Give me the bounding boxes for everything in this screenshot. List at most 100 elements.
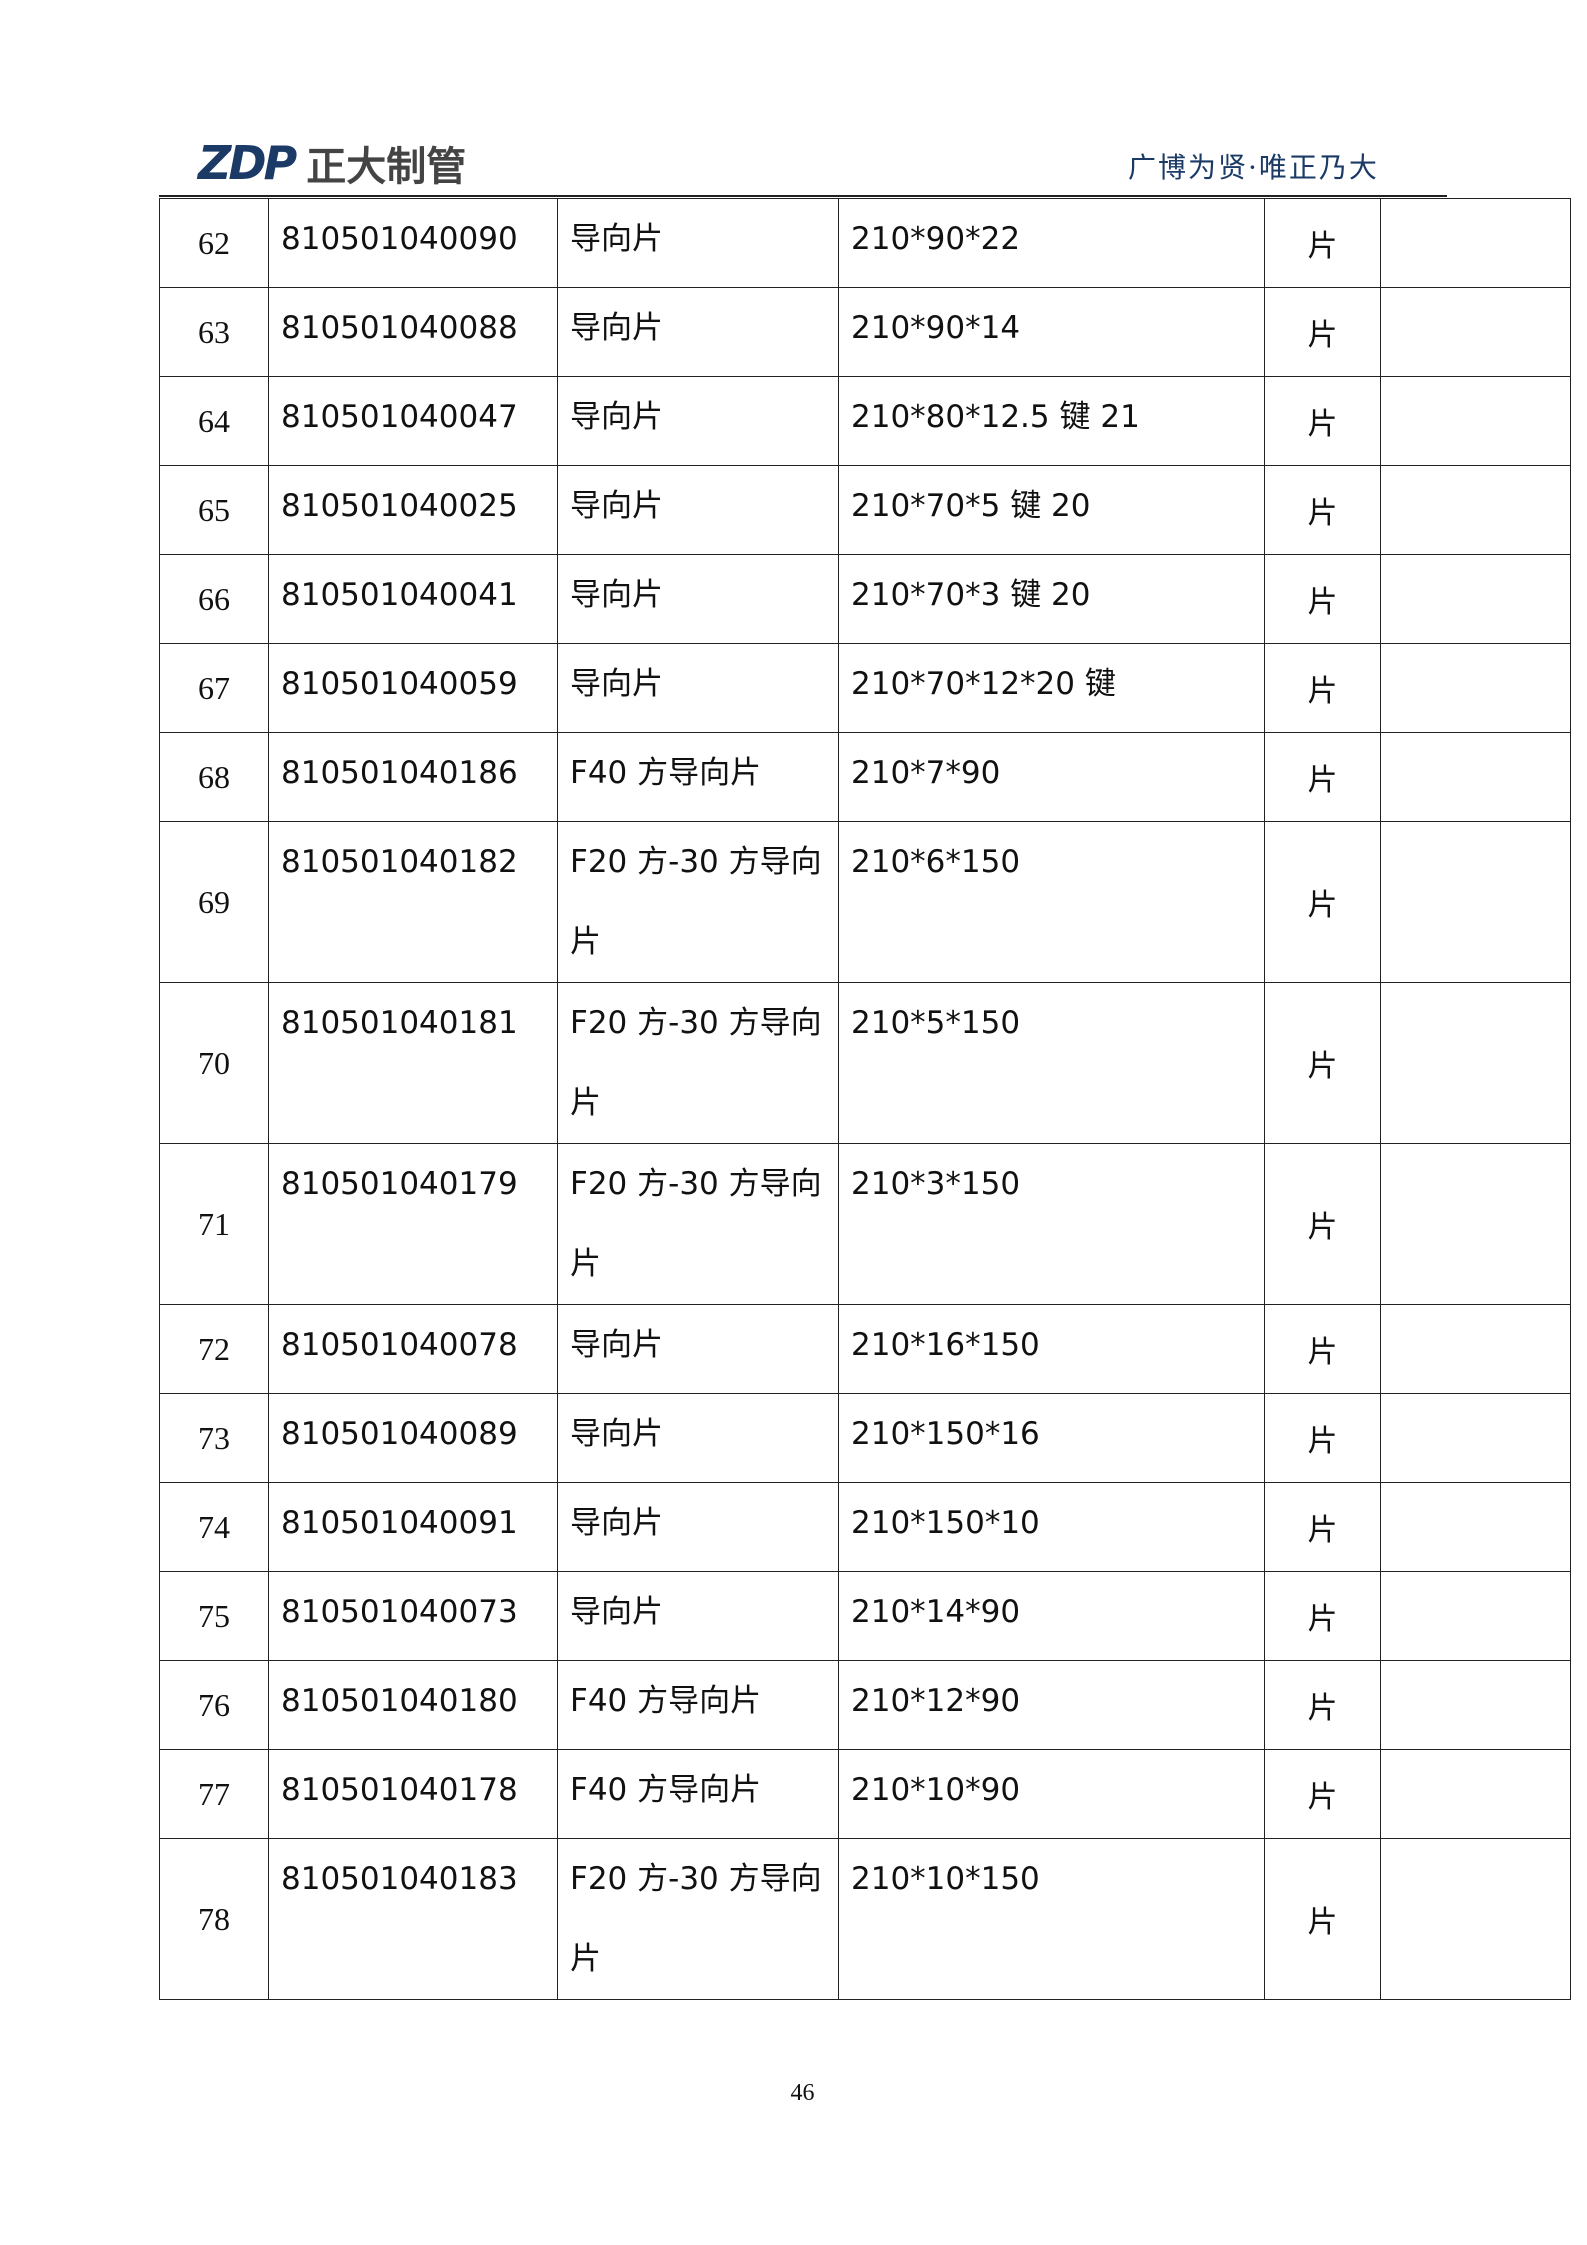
- table-row: 71 810501040179 F20 方-30 方导向片 210*3*150 片: [159, 1143, 1571, 1305]
- table-row: 75 810501040073 导向片 210*14*90 片: [159, 1571, 1571, 1661]
- part-spec-cell: 210*150*16: [838, 1393, 1265, 1483]
- note-cell: [1380, 732, 1571, 822]
- unit-cell: 片: [1264, 1660, 1381, 1750]
- row-number: 66: [198, 580, 230, 617]
- part-spec-cell: 210*70*12*20 键: [838, 643, 1265, 733]
- unit: 片: [1307, 1905, 1338, 1940]
- unit-cell: 片: [1264, 821, 1381, 983]
- unit: 片: [1307, 1424, 1338, 1459]
- part-name-cell: 导向片: [557, 1304, 839, 1394]
- row-number: 62: [198, 224, 230, 261]
- part-spec: 210*150*16: [851, 1416, 1040, 1452]
- note-cell: [1380, 1749, 1571, 1839]
- note-cell: [1380, 1143, 1571, 1305]
- part-name-cell: 导向片: [557, 1393, 839, 1483]
- row-number-cell: 68: [159, 732, 269, 822]
- unit-cell: 片: [1264, 982, 1381, 1144]
- row-number-cell: 77: [159, 1749, 269, 1839]
- unit-cell: 片: [1264, 376, 1381, 466]
- company-logo: ZDP 正大制管: [198, 134, 466, 192]
- unit: 片: [1307, 318, 1338, 353]
- table-row: 77 810501040178 F40 方导向片 210*10*90 片: [159, 1749, 1571, 1839]
- unit-cell: 片: [1264, 1143, 1381, 1305]
- unit-cell: 片: [1264, 643, 1381, 733]
- part-spec-cell: 210*10*150: [838, 1838, 1265, 2000]
- table-row: 62 810501040090 导向片 210*90*22 片: [159, 198, 1571, 288]
- parts-table: 62 810501040090 导向片 210*90*22 片 63 81050104008…: [159, 198, 1571, 2000]
- table-row: 69 810501040182 F20 方-30 方导向片 210*6*150 片: [159, 821, 1571, 983]
- part-code: 810501040059: [281, 666, 518, 702]
- unit: 片: [1307, 496, 1338, 531]
- note-cell: [1380, 376, 1571, 466]
- part-name-cell: 导向片: [557, 1482, 839, 1572]
- row-number: 65: [198, 491, 230, 528]
- part-code: 810501040041: [281, 577, 518, 613]
- table-row: 65 810501040025 导向片 210*70*5 键 20 片: [159, 465, 1571, 555]
- row-number: 73: [198, 1419, 230, 1456]
- row-number: 69: [198, 883, 230, 920]
- table-row: 68 810501040186 F40 方导向片 210*7*90 片: [159, 732, 1571, 822]
- part-spec-cell: 210*6*150: [838, 821, 1265, 983]
- note-cell: [1380, 1838, 1571, 2000]
- part-name: 导向片: [570, 1505, 663, 1541]
- part-code-cell: 810501040091: [268, 1482, 558, 1572]
- unit-cell: 片: [1264, 1482, 1381, 1572]
- part-spec: 210*5*150: [851, 1005, 1021, 1041]
- part-code-cell: 810501040047: [268, 376, 558, 466]
- part-code: 810501040088: [281, 310, 518, 346]
- part-code: 810501040186: [281, 755, 518, 791]
- part-code: 810501040181: [281, 1005, 518, 1041]
- part-spec: 210*80*12.5 键 21: [851, 399, 1140, 435]
- part-code: 810501040047: [281, 399, 518, 435]
- note-cell: [1380, 1393, 1571, 1483]
- part-spec: 210*150*10: [851, 1505, 1040, 1541]
- table-row: 63 810501040088 导向片 210*90*14 片: [159, 287, 1571, 377]
- note-cell: [1380, 1660, 1571, 1750]
- row-number: 70: [198, 1044, 230, 1081]
- unit: 片: [1307, 229, 1338, 264]
- table-row: 67 810501040059 导向片 210*70*12*20 键 片: [159, 643, 1571, 733]
- part-spec-cell: 210*90*22: [838, 198, 1265, 288]
- unit: 片: [1307, 1513, 1338, 1548]
- unit: 片: [1307, 407, 1338, 442]
- part-code: 810501040182: [281, 844, 518, 880]
- part-code-cell: 810501040186: [268, 732, 558, 822]
- part-name: 导向片: [570, 221, 663, 257]
- unit: 片: [1307, 674, 1338, 709]
- unit: 片: [1307, 1691, 1338, 1726]
- part-code-cell: 810501040090: [268, 198, 558, 288]
- header-divider: [159, 195, 1447, 197]
- part-spec-cell: 210*16*150: [838, 1304, 1265, 1394]
- table-row: 64 810501040047 导向片 210*80*12.5 键 21 片: [159, 376, 1571, 466]
- row-number: 74: [198, 1508, 230, 1545]
- row-number-cell: 63: [159, 287, 269, 377]
- part-name: F40 方导向片: [570, 1772, 762, 1808]
- part-name-cell: F20 方-30 方导向片: [557, 1838, 839, 2000]
- row-number: 76: [198, 1686, 230, 1723]
- part-spec: 210*12*90: [851, 1683, 1021, 1719]
- part-name: F20 方-30 方导向片: [570, 1861, 822, 1977]
- note-cell: [1380, 1571, 1571, 1661]
- part-code-cell: 810501040089: [268, 1393, 558, 1483]
- part-spec: 210*70*5 键 20: [851, 488, 1091, 524]
- part-spec-cell: 210*90*14: [838, 287, 1265, 377]
- unit-cell: 片: [1264, 287, 1381, 377]
- row-number-cell: 62: [159, 198, 269, 288]
- part-spec: 210*70*12*20 键: [851, 666, 1116, 702]
- part-code-cell: 810501040179: [268, 1143, 558, 1305]
- part-name-cell: 导向片: [557, 643, 839, 733]
- part-name: F20 方-30 方导向片: [570, 844, 822, 960]
- part-name-cell: F40 方导向片: [557, 1749, 839, 1839]
- part-spec: 210*14*90: [851, 1594, 1021, 1630]
- logo-company-name: 正大制管: [306, 144, 467, 190]
- part-code: 810501040090: [281, 221, 518, 257]
- row-number: 68: [198, 758, 230, 795]
- row-number: 75: [198, 1597, 230, 1634]
- part-name-cell: F40 方导向片: [557, 732, 839, 822]
- unit-cell: 片: [1264, 1571, 1381, 1661]
- unit: 片: [1307, 763, 1338, 798]
- row-number: 63: [198, 313, 230, 350]
- unit: 片: [1307, 1335, 1338, 1370]
- part-code: 810501040178: [281, 1772, 518, 1808]
- part-name: F40 方导向片: [570, 755, 762, 791]
